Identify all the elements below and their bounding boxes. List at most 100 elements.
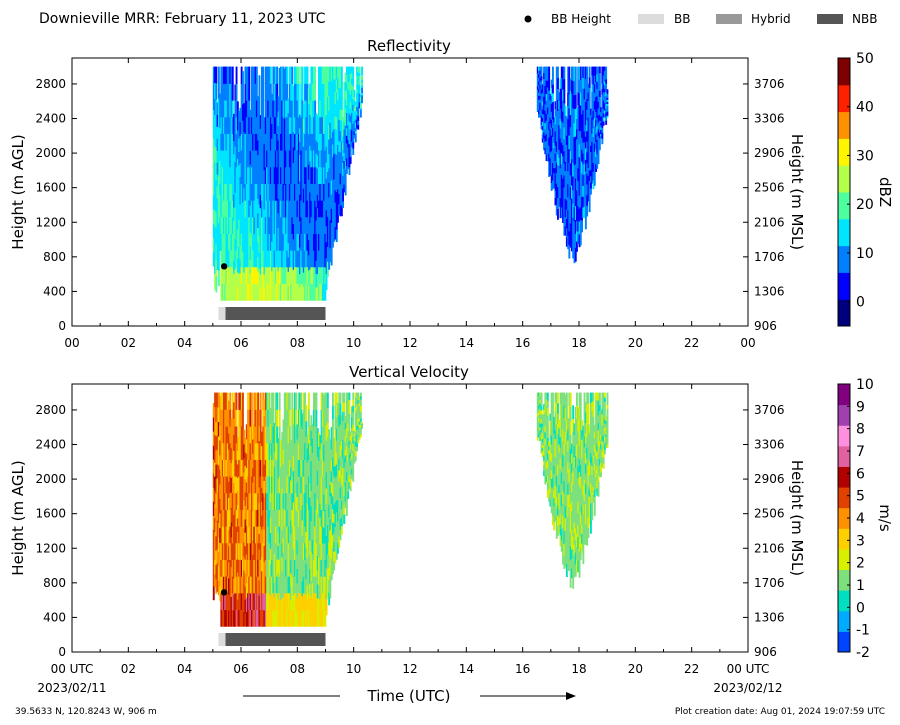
heatmap-cell (586, 447, 589, 459)
heatmap-cell (258, 139, 261, 157)
heatmap-cell (286, 476, 289, 494)
heatmap-cell (581, 90, 583, 103)
heatmap-cell (581, 172, 583, 186)
heatmap-cell (584, 182, 587, 195)
heatmap-cell (343, 152, 346, 161)
heatmap-cell (319, 66, 322, 84)
heatmap-cell (352, 411, 355, 419)
heatmap-cell (311, 200, 314, 218)
heatmap-cell (294, 216, 296, 234)
heatmap-cell (554, 484, 557, 494)
heatmap-cell (268, 492, 271, 510)
heatmap-cell (262, 592, 265, 610)
heatmap-cell (247, 409, 249, 427)
heatmap-cell (353, 124, 356, 129)
heatmap-cell (314, 609, 317, 627)
heatmap-cell (565, 458, 568, 472)
heatmap-cell (266, 266, 268, 284)
heatmap-cell (252, 83, 254, 101)
heatmap-cell (247, 476, 249, 494)
heatmap-cell (294, 233, 296, 251)
heatmap-cell (579, 194, 582, 208)
heatmap-cell (353, 449, 356, 452)
heatmap-cell (330, 459, 333, 472)
heatmap-cell (571, 211, 573, 225)
heatmap-cell (345, 462, 348, 473)
heatmap-cell (342, 168, 344, 176)
heatmap-cell (281, 459, 284, 475)
heatmap-cell (220, 409, 223, 427)
heatmap-cell (212, 223, 215, 239)
heatmap-cell (597, 94, 600, 102)
heatmap-cell (557, 494, 559, 506)
heatmap-cell (588, 446, 591, 455)
colorbar-tick-label: 20 (856, 197, 874, 213)
heatmap-cell (567, 515, 570, 528)
heatmap-cell (546, 133, 549, 142)
heatmap-cell (299, 260, 301, 275)
heatmap-cell (302, 526, 305, 544)
heatmap-cell (226, 266, 229, 284)
heatmap-cell (274, 609, 277, 627)
heatmap-cell (248, 116, 251, 134)
heatmap-cell (286, 526, 289, 544)
heatmap-cell (314, 476, 317, 494)
heatmap-cell (234, 99, 237, 116)
heatmap-cell (223, 509, 225, 527)
heatmap-cell (576, 443, 578, 458)
heatmap-cell (238, 576, 241, 594)
heatmap-cell (538, 95, 540, 100)
heatmap-cell (361, 87, 363, 91)
heatmap-cell (543, 72, 545, 80)
heatmap-cell (329, 150, 332, 165)
heatmap-cell (586, 479, 589, 492)
heatmap-cell (250, 216, 253, 234)
heatmap-cell (344, 81, 347, 92)
heatmap-cell (348, 135, 351, 145)
heatmap-cell (548, 105, 551, 115)
heatmap-cell (345, 120, 348, 129)
heatmap-cell (311, 423, 314, 439)
bb-period-bar (218, 307, 226, 320)
heatmap-cell (584, 112, 587, 126)
heatmap-cell (586, 468, 589, 481)
heatmap-cell (330, 568, 333, 581)
heatmap-cell (253, 559, 256, 577)
heatmap-cell (274, 559, 277, 577)
heatmap-cell (337, 445, 339, 458)
heatmap-cell (223, 542, 225, 560)
heatmap-cell (313, 133, 315, 151)
heatmap-cell (268, 409, 271, 427)
heatmap-cell (280, 466, 282, 481)
heatmap-cell (563, 392, 566, 406)
colorbar-swatch (838, 299, 850, 327)
heatmap-cell (254, 283, 257, 301)
heatmap-cell (567, 461, 570, 474)
heatmap-cell (321, 426, 324, 444)
heatmap-cell (264, 200, 267, 218)
heatmap-cell (309, 597, 312, 613)
heatmap-cell (238, 137, 241, 152)
heatmap-cell (219, 542, 222, 558)
heatmap-cell (343, 476, 346, 487)
heatmap-cell (590, 139, 592, 146)
heatmap-cell (296, 611, 299, 627)
heatmap-cell (353, 446, 356, 450)
heatmap-cell (291, 116, 294, 134)
heatmap-cell (318, 133, 320, 151)
heatmap-cell (272, 250, 275, 268)
heatmap-cell (288, 66, 291, 84)
heatmap-cell (539, 406, 542, 411)
heatmap-cell (310, 283, 313, 301)
heatmap-cell (262, 100, 265, 118)
heatmap-cell (584, 442, 587, 454)
heatmap-cell (600, 410, 602, 417)
heatmap-cell (300, 609, 303, 627)
heatmap-cell (335, 416, 338, 429)
heatmap-cell (249, 204, 252, 220)
heatmap-cell (250, 116, 253, 134)
heatmap-cell (583, 414, 586, 426)
heatmap-cell (280, 612, 282, 627)
heatmap-cell (603, 392, 606, 398)
